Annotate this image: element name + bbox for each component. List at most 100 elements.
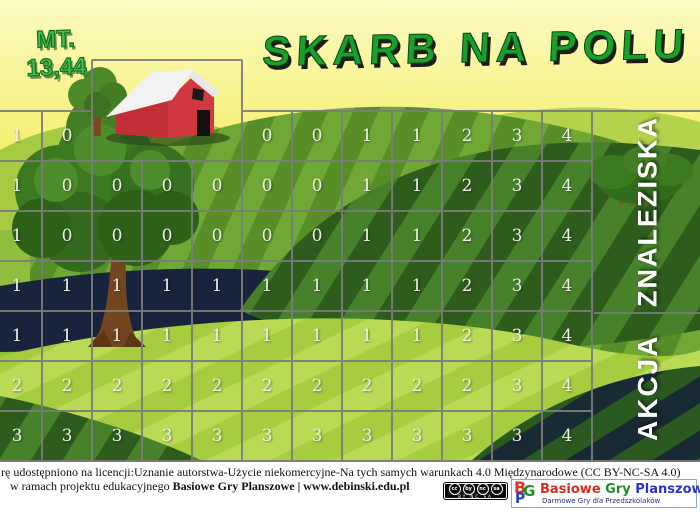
board-cell: 3 xyxy=(211,426,223,446)
board-cell: 3 xyxy=(511,326,523,346)
board-cell: 2 xyxy=(61,376,73,396)
board-cell: 2 xyxy=(461,126,473,146)
board-cell: 0 xyxy=(211,226,223,246)
board-cell: 1 xyxy=(11,176,23,196)
board-cell: 1 xyxy=(261,326,273,346)
board-cell: 1 xyxy=(411,226,423,246)
board-cell: 1 xyxy=(211,276,223,296)
publisher-logo: B G P Basiowe Gry Planszowe Darmowe Gry … xyxy=(511,479,700,508)
publisher-word3: Planszowe xyxy=(635,482,700,497)
board-cell: 0 xyxy=(161,176,173,196)
board-cell: 1 xyxy=(161,276,173,296)
board-cell: 0 xyxy=(111,226,123,246)
board-cell: 0 xyxy=(311,176,323,196)
board-cell: 0 xyxy=(61,226,73,246)
board-cell: 0 xyxy=(211,176,223,196)
barn-illustration xyxy=(106,70,230,146)
cc-nc-icon: nc xyxy=(476,483,489,495)
board-cell: 0 xyxy=(261,226,273,246)
board-cell: 1 xyxy=(11,226,23,246)
board-cell: 4 xyxy=(561,426,573,446)
board-cell: 2 xyxy=(461,276,473,296)
board-cell: 1 xyxy=(261,276,273,296)
board-cell: 2 xyxy=(461,176,473,196)
board-cell: 0 xyxy=(311,226,323,246)
cc-badge-sublabel: BY NC SA xyxy=(458,494,493,499)
cc-icons-row: cc by nc sa xyxy=(448,483,503,495)
board-cell: 0 xyxy=(61,176,73,196)
publisher-word1: Basiowe xyxy=(540,482,601,497)
board-cell: 3 xyxy=(511,376,523,396)
project-text: w ramach projektu edukacyjnego Basiowe G… xyxy=(10,479,410,494)
board-cell: 4 xyxy=(561,126,573,146)
board-cell: 1 xyxy=(411,326,423,346)
board-cell: 0 xyxy=(261,176,273,196)
board-cell: 3 xyxy=(111,426,123,446)
publisher-monogram: B G P xyxy=(512,480,538,507)
board-cell: 2 xyxy=(161,376,173,396)
board-cell: 2 xyxy=(211,376,223,396)
project-name-url: Basiowe Gry Planszowe | www.debinski.edu… xyxy=(172,479,410,493)
board-cell: 3 xyxy=(411,426,423,446)
board-cell: 1 xyxy=(61,326,73,346)
board-cell: 1 xyxy=(411,176,423,196)
board-cell: 3 xyxy=(461,426,473,446)
board-cell: 2 xyxy=(11,376,23,396)
board-cell: 1 xyxy=(111,326,123,346)
board-cell: 2 xyxy=(461,226,473,246)
board-cell: 3 xyxy=(61,426,73,446)
board-cell: 1 xyxy=(11,126,23,146)
verse-line2: 13,44 xyxy=(25,52,87,83)
board-cell: 2 xyxy=(461,326,473,346)
board-cell: 0 xyxy=(111,176,123,196)
board-cell: 3 xyxy=(511,126,523,146)
board-cell: 1 xyxy=(411,276,423,296)
publisher-name: Basiowe Gry Planszowe xyxy=(540,482,700,497)
footer: rę udostępniono na licencji:Uznanie auto… xyxy=(0,462,700,520)
board-cell: 3 xyxy=(511,176,523,196)
game-title: SKARB NA POLU xyxy=(261,20,691,75)
board-cell: 3 xyxy=(511,276,523,296)
board-cell: 3 xyxy=(361,426,373,446)
board-cell: 4 xyxy=(561,326,573,346)
publisher-word2: Gry xyxy=(605,482,631,497)
board-cell: 2 xyxy=(461,376,473,396)
board-cell: 0 xyxy=(311,126,323,146)
board-cell: 3 xyxy=(11,426,23,446)
bush-illustration xyxy=(589,146,693,207)
side-label-akcja: AKCJA xyxy=(632,334,663,442)
board-cell: 0 xyxy=(261,126,273,146)
board-cell: 1 xyxy=(361,226,373,246)
board-cell: 1 xyxy=(361,126,373,146)
board-cell: 3 xyxy=(261,426,273,446)
board-cell: 1 xyxy=(211,326,223,346)
board-cell: 2 xyxy=(411,376,423,396)
board-cell: 3 xyxy=(311,426,323,446)
board-cell: 1 xyxy=(161,326,173,346)
board-cell: 1 xyxy=(11,276,23,296)
board-cell: 1 xyxy=(11,326,23,346)
board-cell: 1 xyxy=(111,276,123,296)
board-cell: 4 xyxy=(561,226,573,246)
publisher-tagline: Darmowe Gry dla Przedszkolaków xyxy=(542,497,661,505)
board-cell: 2 xyxy=(311,376,323,396)
license-text: rę udostępniono na licencji:Uznanie auto… xyxy=(1,465,681,479)
board-cell: 1 xyxy=(411,126,423,146)
board-cell: 3 xyxy=(161,426,173,446)
board-cell: 1 xyxy=(61,276,73,296)
board-cell: 2 xyxy=(261,376,273,396)
board-cell: 4 xyxy=(561,276,573,296)
monogram-p: P xyxy=(515,491,526,507)
board-cell: 2 xyxy=(111,376,123,396)
board-grid: 1 0 0 0 1 1 2 3 4 1 0 0 0 0 0 0 1 1 2 3 4 1 0 0 0 0 0 0 1 1 2 3 4 1 1 1 1 1 1 1… xyxy=(0,111,592,461)
board-cell: 3 xyxy=(511,426,523,446)
project-prefix: w ramach projektu edukacyjnego xyxy=(10,479,173,493)
cc-sa-icon: sa xyxy=(490,483,503,495)
board-cell: 0 xyxy=(61,126,73,146)
cc-by-icon: by xyxy=(462,483,475,495)
board-cell: 1 xyxy=(361,276,373,296)
board-cell: 2 xyxy=(361,376,373,396)
board-cell: 3 xyxy=(511,226,523,246)
monogram-b: B xyxy=(514,478,527,497)
